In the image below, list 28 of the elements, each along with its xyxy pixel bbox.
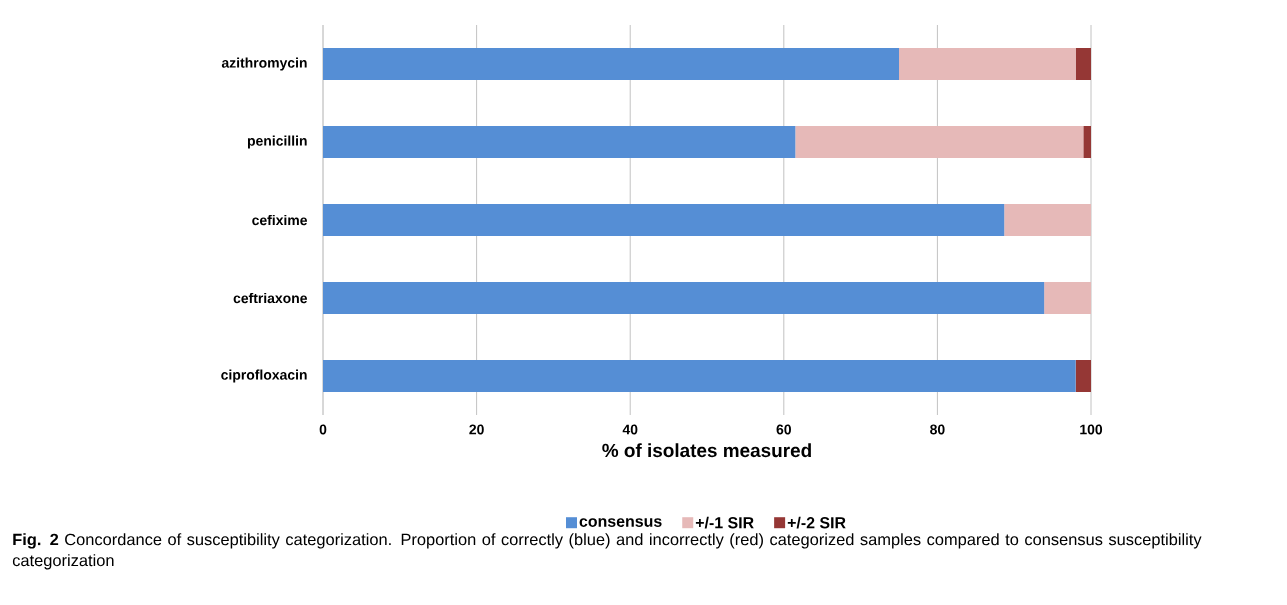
bar <box>1075 48 1092 80</box>
bar <box>1083 126 1092 158</box>
x-axis-title: % of isolates measured <box>602 443 811 458</box>
bar <box>323 204 1005 236</box>
y-tick-label: ceftriaxone <box>233 292 307 304</box>
x-tick-label: 60 <box>776 424 791 435</box>
y-tick-label: penicillin <box>247 135 307 149</box>
y-tick-label: azithromycin <box>221 57 307 71</box>
bar <box>323 282 1045 314</box>
bar <box>323 360 1076 392</box>
y-tick-label: ciprofloxacin <box>221 369 307 383</box>
x-tick-label: 0 <box>319 424 327 435</box>
legend-label: consensus <box>579 518 662 527</box>
bar <box>323 126 796 158</box>
x-tick-label: 100 <box>1080 424 1103 435</box>
y-tick-label: cefixime <box>252 214 307 226</box>
bar <box>899 48 1076 80</box>
bar <box>1004 204 1092 236</box>
x-tick-label: 40 <box>622 424 638 435</box>
x-tick-label: 20 <box>469 424 484 435</box>
bar <box>323 48 900 80</box>
bar <box>1044 282 1092 314</box>
bar <box>795 126 1084 158</box>
bar <box>1075 360 1092 392</box>
x-tick-label: 80 <box>930 424 945 435</box>
legend-label: +/-2 SIR <box>787 516 846 529</box>
text: Fig. 2 Concordance of susceptibility categorization. Proportion of correctly (blue) and incorrectly (red) categorized samples compared to consensus susceptibility categorization <box>12 533 1202 570</box>
legend-label: +/-1 SIR <box>695 516 754 529</box>
